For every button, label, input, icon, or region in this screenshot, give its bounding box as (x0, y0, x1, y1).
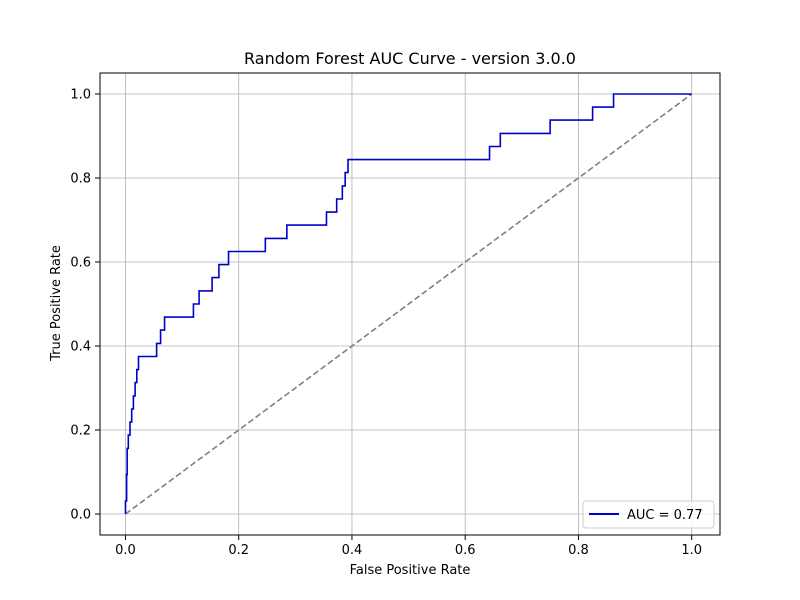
legend: AUC = 0.77 (582, 500, 715, 529)
chance-diagonal-line (125, 93, 693, 515)
y-axis-ticks: 0.0 0.2 0.4 0.6 0.8 1.0 (70, 88, 100, 523)
y-tick-label: 0.8 (70, 172, 91, 187)
x-tick-label: 0.8 (568, 543, 589, 558)
plot-frame (99, 72, 721, 536)
y-tick-label: 1.0 (70, 88, 91, 103)
y-axis-label: True Positive Rate (49, 245, 64, 362)
x-axis-ticks: 0.0 0.2 0.4 0.6 0.8 1.0 (115, 535, 702, 558)
x-axis-label: False Positive Rate (350, 563, 471, 578)
y-tick-label: 0.0 (70, 508, 91, 523)
plot-background (100, 73, 720, 535)
legend-label: AUC = 0.77 (627, 508, 703, 523)
legend-box (582, 500, 715, 529)
x-tick-label: 0.2 (228, 543, 249, 558)
x-tick-label: 0.6 (455, 543, 476, 558)
chart-title: Random Forest AUC Curve - version 3.0.0 (244, 49, 576, 68)
x-tick-label: 0.0 (115, 543, 136, 558)
x-tick-label: 1.0 (681, 543, 702, 558)
plot-area: 0.0 0.2 0.4 0.6 0.8 1.0 0.0 0.2 0.4 0.6 0.8 1.0 (70, 72, 721, 558)
y-tick-label: 0.4 (70, 340, 91, 355)
y-tick-label: 0.6 (70, 256, 91, 271)
x-tick-label: 0.4 (342, 543, 363, 558)
series-layer (124, 93, 693, 515)
y-tick-label: 0.2 (70, 424, 91, 439)
roc-curve-line (124, 93, 692, 514)
